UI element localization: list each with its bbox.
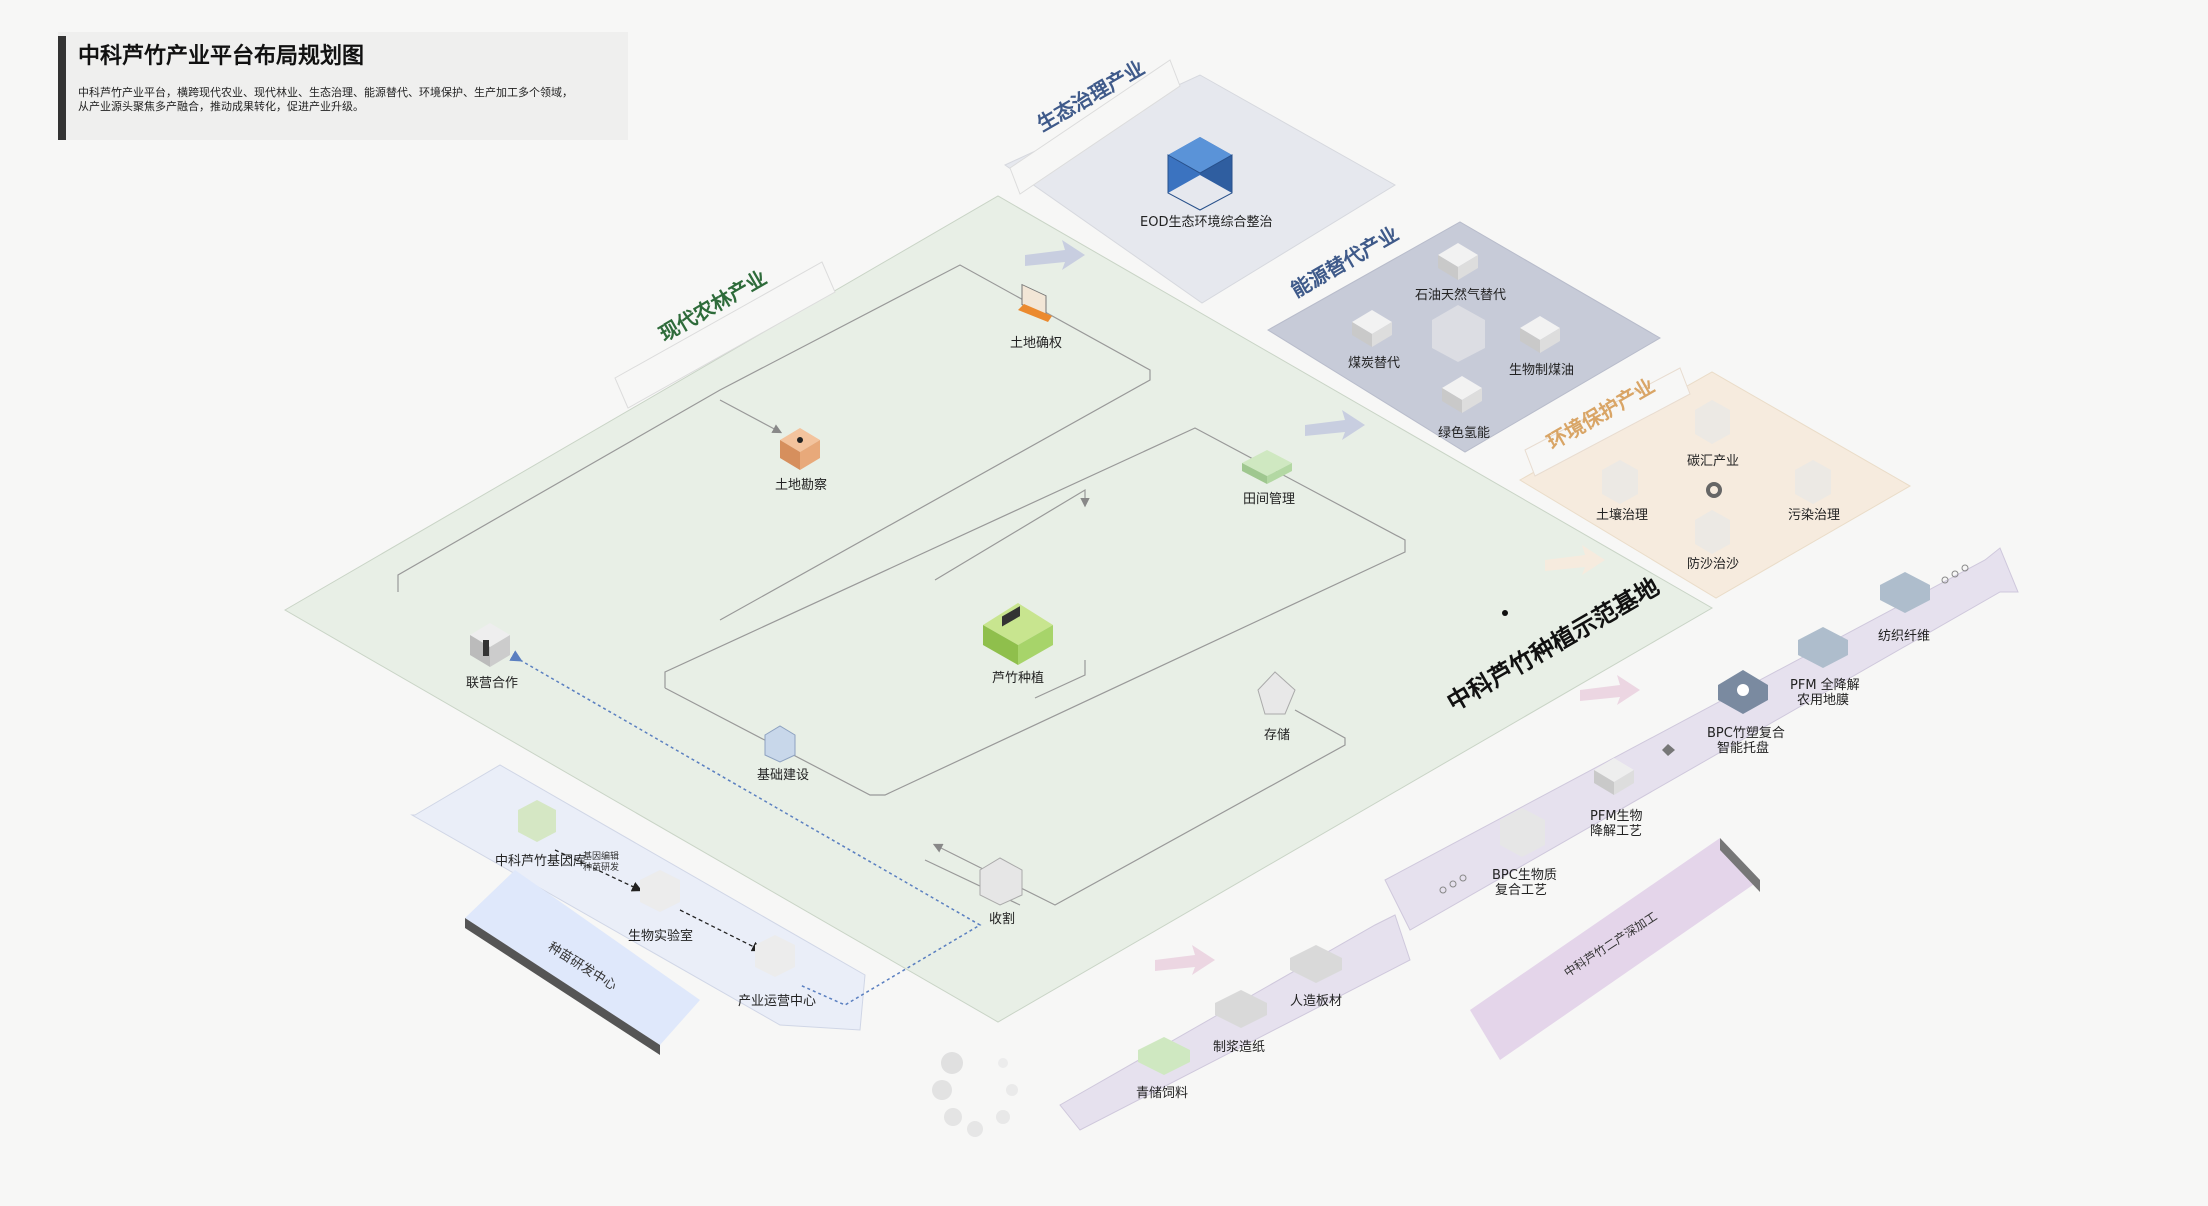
- survey-cube-icon: [780, 428, 820, 470]
- rnd-dashed-1: [554, 849, 643, 892]
- processing-icons: [1138, 572, 1930, 1075]
- node-label-bpc-bio-1: BPC生物质: [1492, 868, 1557, 883]
- node-label-gene-edit-1: 基因编辑: [583, 852, 620, 862]
- rnd-block-side: [465, 918, 660, 1055]
- processing-block: [1470, 838, 1760, 1060]
- harvest-icon: [979, 857, 1023, 906]
- ellipsis-dot: [1951, 570, 1959, 578]
- description-line-2: 从产业源头聚焦多产融合，推动成果转化，促进产业升级。: [78, 100, 364, 113]
- flow-arrow-4: [1580, 675, 1640, 705]
- ellipsis-dot: [1459, 874, 1467, 882]
- infra-icon: [764, 725, 796, 763]
- title-accent-bar: [58, 36, 66, 140]
- flow-arrow-3: [1545, 545, 1605, 575]
- node-label-feed: 青储饲料: [1136, 1086, 1189, 1101]
- node-label-board: 人造板材: [1290, 994, 1343, 1009]
- route-to-survey: [719, 399, 783, 434]
- node-label-land-rights: 土地确权: [1010, 336, 1063, 351]
- dot: [1502, 610, 1508, 616]
- deco-dot: [996, 1110, 1010, 1124]
- node-label-planting: 芦竹种植: [992, 671, 1045, 686]
- ellipsis-dot: [1439, 886, 1447, 894]
- rnd-block: [465, 870, 700, 1045]
- node-label-ops-center: 产业运营中心: [738, 994, 817, 1009]
- rnd-icons: [518, 800, 795, 977]
- node-label-bpc-tray-1: BPC竹塑复合: [1707, 726, 1785, 741]
- route-outer: [397, 264, 1151, 621]
- node-label-carbon-sink: 碳汇产业: [1687, 454, 1740, 469]
- deco-dot: [941, 1052, 963, 1074]
- node-label-eod: EOD生态环境综合整治: [1140, 215, 1273, 230]
- description-line-1: 中科芦竹产业平台，横跨现代农业、现代林业、生态治理、能源替代、环境保护、生产加工…: [78, 86, 573, 99]
- node-label-land-survey: 土地勘察: [775, 478, 828, 493]
- route-planting: [1034, 660, 1086, 699]
- node-label-coal: 煤炭替代: [1348, 356, 1401, 371]
- deco-dot: [1006, 1084, 1018, 1096]
- deco-dot: [998, 1058, 1008, 1068]
- eod-cube-icon: [1167, 137, 1233, 211]
- route-mid: [664, 427, 1406, 796]
- node-label-pfm-film-2: 农用地膜: [1797, 693, 1850, 708]
- land-rights-computer-icon: [1018, 283, 1052, 322]
- node-label-oil-gas: 石油天然气替代: [1415, 288, 1507, 303]
- node-label-bio-coal-oil: 生物制煤油: [1509, 363, 1575, 378]
- node-label-gene-bank: 中科芦竹基因库: [495, 854, 587, 869]
- field-cube-icon: [1242, 450, 1292, 484]
- node-label-gene-edit-2: 种苗研发: [583, 863, 620, 873]
- node-label-paper: 制浆造纸: [1213, 1040, 1266, 1055]
- node-label-pfm-process-1: PFM生物: [1590, 809, 1643, 824]
- node-label-green-hydrogen: 绿色氢能: [1438, 426, 1491, 441]
- env-banner: [1524, 367, 1691, 477]
- node-label-desert: 防沙治沙: [1687, 557, 1740, 572]
- node-label-infrastructure: 基础建设: [757, 768, 810, 783]
- node-label-bpc-bio-2: 复合工艺: [1495, 883, 1548, 898]
- node-label-pfm-process-2: 降解工艺: [1590, 824, 1643, 839]
- node-label-harvest: 收割: [989, 912, 1016, 927]
- node-label-soil: 土壤治理: [1596, 508, 1649, 523]
- ellipsis-dot: [1449, 880, 1457, 888]
- ecology-banner: [1009, 59, 1181, 195]
- forestry-banner: [614, 261, 836, 409]
- route-inner: [934, 488, 1090, 581]
- node-label-textile: 纺织纤维: [1878, 629, 1931, 644]
- deco-dot: [967, 1121, 983, 1137]
- deco-dot: [944, 1108, 962, 1126]
- ellipsis-dot: [1961, 564, 1969, 572]
- node-label-storage: 存储: [1264, 728, 1291, 743]
- page-title: 中科芦竹产业平台布局规划图: [78, 44, 365, 69]
- node-label-pollution: 污染治理: [1788, 508, 1841, 523]
- processing-block-side: [1720, 838, 1760, 892]
- env-icons: [1602, 400, 1831, 554]
- rnd-dotted-path: [509, 650, 982, 1006]
- node-label-bio-lab: 生物实验室: [628, 929, 694, 944]
- node-label-field-mgmt: 田间管理: [1243, 492, 1296, 507]
- planting-cube-icon: [983, 603, 1053, 665]
- title-panel: [58, 32, 628, 140]
- ellipsis-dot: [1941, 576, 1949, 584]
- energy-cubes: [1352, 243, 1560, 413]
- flow-arrow-1: [1025, 240, 1085, 270]
- node-label-bpc-tray-2: 智能托盘: [1717, 741, 1770, 756]
- rnd-dashed-2: [679, 909, 763, 952]
- storage-icon: [1257, 671, 1296, 715]
- jv-cube-icon: [470, 623, 510, 667]
- flow-arrow-5: [1155, 945, 1215, 975]
- deco-dot: [932, 1080, 952, 1100]
- node-label-pfm-film-1: PFM 全降解: [1790, 678, 1860, 693]
- flow-arrow-2: [1305, 410, 1365, 440]
- node-label-joint-venture: 联营合作: [466, 676, 519, 691]
